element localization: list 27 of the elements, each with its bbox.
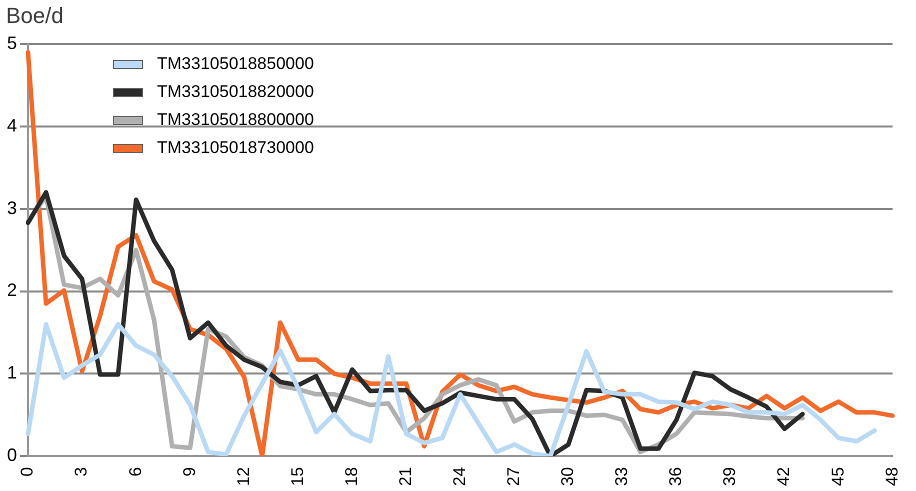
y-tick-label: 5 bbox=[6, 32, 18, 53]
x-tick-label: 27 bbox=[504, 467, 524, 486]
y-axis-title: Boe/d bbox=[6, 3, 64, 28]
x-tick-label: 48 bbox=[882, 467, 902, 486]
x-tick-label: 21 bbox=[396, 467, 415, 486]
legend-label: TM33105018800000 bbox=[157, 109, 314, 131]
x-tick-label: 33 bbox=[612, 467, 632, 486]
y-tick-label: 3 bbox=[6, 198, 18, 218]
x-tick-label: 3 bbox=[72, 467, 91, 477]
y-tick-label: 1 bbox=[6, 362, 18, 383]
x-tick-label: 39 bbox=[720, 467, 740, 486]
x-tick-label: 0 bbox=[18, 467, 37, 477]
x-tick-label: 15 bbox=[288, 467, 307, 486]
x-tick-label: 6 bbox=[126, 467, 145, 477]
x-tick-label: 36 bbox=[666, 467, 686, 486]
y-tick-label: 2 bbox=[6, 280, 18, 300]
x-tick-label: 24 bbox=[450, 467, 469, 486]
x-tick-label: 9 bbox=[180, 467, 199, 477]
x-tick-label: 12 bbox=[234, 467, 253, 486]
y-tick-label: 4 bbox=[6, 115, 18, 136]
x-tick-label: 18 bbox=[342, 467, 361, 486]
x-tick-label: 45 bbox=[828, 467, 848, 486]
x-tick-label: 30 bbox=[558, 467, 578, 486]
legend-label: TM33105018850000 bbox=[157, 53, 314, 75]
x-tick-label: 42 bbox=[774, 467, 794, 486]
legend-label: TM33105018730000 bbox=[157, 137, 314, 159]
legend-label: TM33105018820000 bbox=[157, 81, 314, 103]
